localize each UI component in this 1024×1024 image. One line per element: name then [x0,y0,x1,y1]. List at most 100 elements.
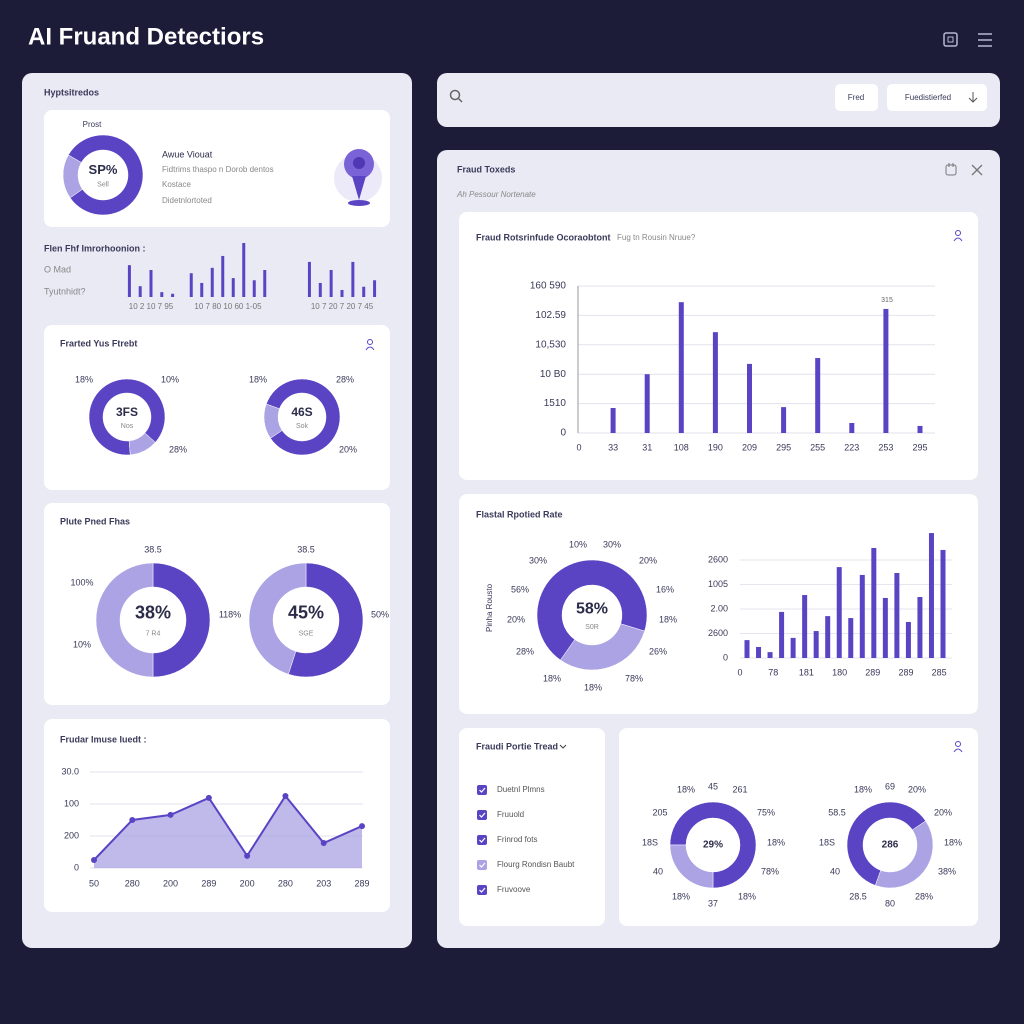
donut-label: 28.5 [849,891,867,901]
bar [781,407,787,433]
close-icon[interactable] [971,164,983,176]
bar [849,423,855,433]
line [93,794,363,861]
donut-sub: Sok [296,423,309,430]
label: Prost [83,120,102,129]
label: Fraud Toxeds [457,164,515,174]
label: Frarted Yus Ftrebt [60,338,137,348]
bar [790,637,796,658]
bar [373,280,377,297]
x-tick-label: 108 [674,442,689,452]
donut-label: 16% [656,584,674,594]
donut-center: SP% [89,162,118,177]
bar [747,363,752,433]
x-tick-label: 253 [878,442,893,452]
legend-item: Frinrod fots [497,835,537,844]
donut-segment [152,562,211,678]
donut-center: 29% [703,840,723,851]
donut-label: 28% [915,891,933,901]
summary-line: Didetnlortoted [162,196,212,205]
y-tick-label: 0 [560,428,566,439]
bar [940,549,946,658]
bar [149,270,153,297]
donut-center: 3FS [116,405,138,419]
x-tick-label: 289 [354,878,369,888]
y-tick-label: 0 [74,862,79,872]
checkbox [477,860,487,870]
donut-segment [846,801,926,886]
x-tick-label: 31 [642,442,652,452]
pin-icon [334,149,382,206]
x-tick-label: 289 [865,667,880,677]
bar [871,547,877,658]
axis-label: 10 7 80 10 60 1-05 [194,302,262,311]
donut-sub: 7 R4 [146,630,161,637]
donut-label: 50% [371,609,389,619]
donut-label: 18% [767,837,785,847]
donut-segment [265,378,341,456]
x-tick-label: 200 [240,878,255,888]
donut-label: 56% [511,584,529,594]
menu-icon[interactable] [978,33,992,47]
area [94,796,362,868]
donut-segment [536,559,648,661]
donut-label: 18% [738,891,756,901]
bar [252,280,256,297]
y-tick-label: 100 [64,798,79,808]
bar [351,261,355,297]
x-tick-label: 209 [742,442,757,452]
bar [917,425,923,433]
bar [189,273,193,297]
label: Frudar Imuse Iuedt : [60,734,147,744]
donut-label: 78% [625,673,643,683]
point [91,857,97,863]
chevron-icon[interactable] [559,744,567,749]
donut-label: 20% [934,807,952,817]
donut-label: 10% [569,539,587,549]
donut-segment [560,623,645,671]
donut-label: 37 [708,898,718,908]
y-tick-label: 30.0 [61,766,79,776]
x-tick-label: 285 [932,667,947,677]
y-tick-label: 10 B0 [540,369,567,380]
card-icon[interactable] [953,741,963,753]
legend-item: Fruuold [497,810,524,819]
legend-item: Flourg Rondisn Baubt [497,860,575,869]
y-tick-label: 1510 [544,398,567,409]
donut-label: 20% [507,614,525,624]
donut-label: 38.5 [297,544,315,554]
point [129,817,136,823]
donut-segment [88,378,166,456]
bar [882,597,888,658]
check [479,812,486,818]
x-tick-label: 0 [737,667,742,677]
header-icon[interactable] [943,32,958,47]
bar [263,270,267,297]
card [459,212,978,480]
donut-label: 18% [584,682,602,692]
y-tick-label: 0 [723,652,728,662]
donut-sub: SGE [299,630,314,637]
donut-label: 30% [529,555,547,565]
summary-line: Kostace [162,180,191,189]
card-icon[interactable] [365,339,375,351]
donut-label: 69 [885,781,895,791]
panel-icon[interactable] [945,163,957,176]
dropdown[interactable] [887,84,987,111]
donut-label: 18% [677,784,695,794]
check [479,787,486,793]
donut-center: 286 [882,840,899,851]
donut-label: 18% [249,374,267,384]
bar [610,408,616,433]
donut-center: 45% [288,602,324,622]
button[interactable] [835,84,878,111]
bar [712,332,718,433]
donut-label: 45 [708,781,718,791]
y-tick-label: 102.59 [535,310,566,321]
bar [221,255,225,297]
card-icon[interactable] [953,230,963,242]
legend-item: Fruvoove [497,885,531,894]
donut-label: 18% [659,614,677,624]
search-icon[interactable] [449,89,463,103]
